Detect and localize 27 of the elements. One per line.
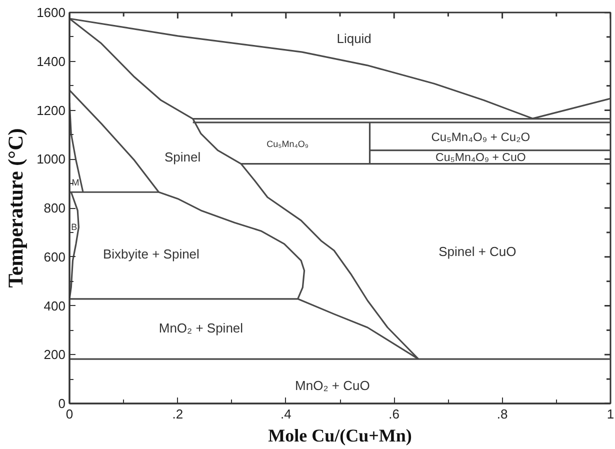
y-tick-label: 1400 [36,54,66,69]
x-tick-label: .8 [496,406,508,422]
annotation: MnO₂ + CuO [295,378,370,394]
annotation: MnO₂ + Spinel [158,320,244,336]
annotation: Spinel [164,150,201,165]
x-tick-label: .2 [172,406,184,422]
y-tick-label: 400 [44,298,66,314]
annotation: Liquid [336,31,372,46]
y-tick-label: 800 [44,200,66,216]
y-tick-label: 0 [58,396,66,411]
x-axis-title: Mole Cu/(Cu+Mn) [268,426,412,446]
y-axis-title: Temperature (°C) [4,128,28,288]
x-tick-label: 1 [606,406,614,422]
x-tick-label: .4 [280,406,292,422]
annotation: Cu₅Mn₄O₉ [266,138,309,149]
y-tick-label: 1000 [36,152,66,167]
annotation: Cu₅Mn₄O₉ + Cu₂O [431,130,530,144]
x-tick-label: .6 [388,406,400,422]
annotation: Cu₅Mn₄O₉ + CuO [436,152,526,164]
annotation: B [71,222,78,232]
annotation: M [72,178,80,188]
y-tick-label: 600 [44,249,66,264]
annotation: Spinel + CuO [438,244,516,259]
y-tick-label: 1600 [36,5,66,20]
y-tick-label: 1200 [36,102,66,118]
y-tick-label: 200 [44,347,66,362]
annotation: Bixbyite + Spinel [102,246,200,262]
